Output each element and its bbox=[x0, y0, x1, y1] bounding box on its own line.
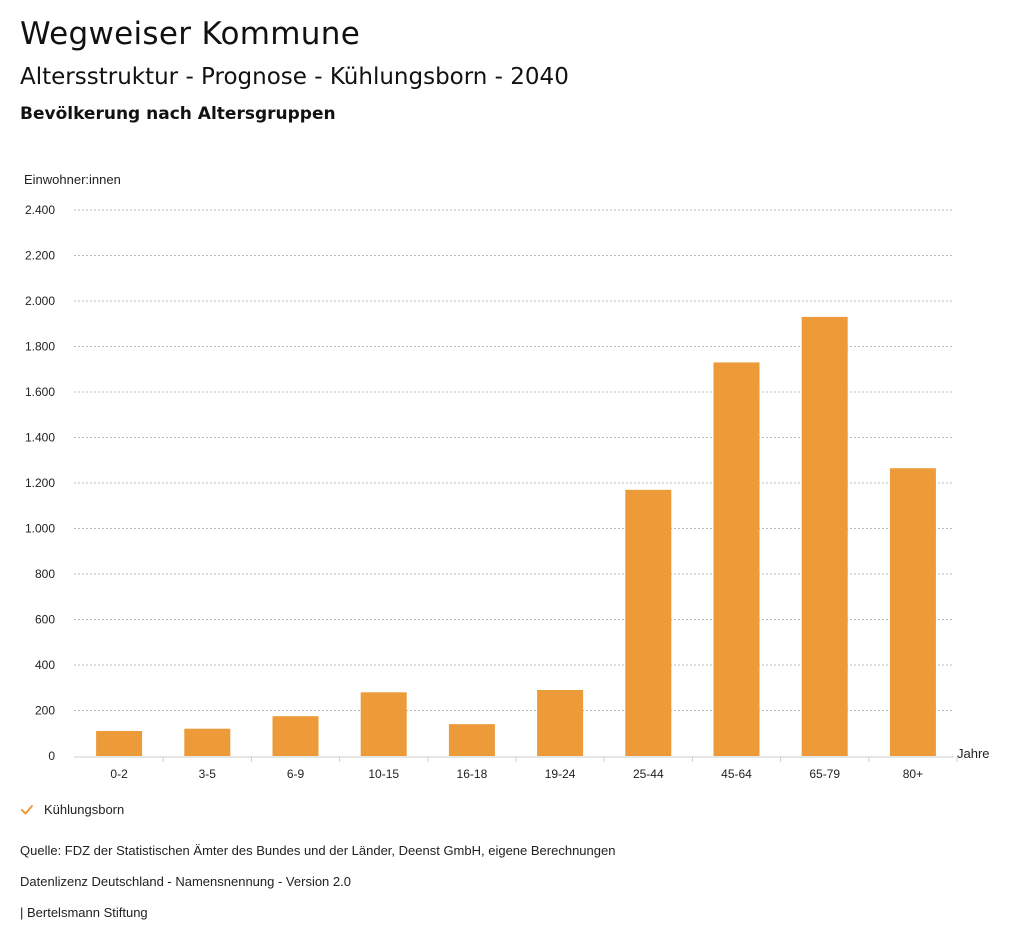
bar-16-18[interactable] bbox=[448, 724, 495, 756]
y-tick-label: 200 bbox=[35, 704, 55, 718]
y-tick-label: 2.400 bbox=[25, 203, 55, 217]
chart-section-title: Bevölkerung nach Altersgruppen bbox=[20, 104, 336, 124]
y-tick-label: 1.600 bbox=[25, 385, 55, 399]
x-tick-label: 65-79 bbox=[809, 767, 840, 781]
x-tick-label: 45-64 bbox=[721, 767, 752, 781]
y-tick-label: 600 bbox=[35, 613, 55, 627]
legend-label: Kühlungsborn bbox=[44, 802, 125, 817]
bar-0-2[interactable] bbox=[96, 730, 143, 756]
x-tick-label: 0-2 bbox=[110, 767, 128, 781]
publisher-note: | Bertelsmann Stiftung bbox=[20, 905, 148, 920]
x-tick-label: 19-24 bbox=[545, 767, 576, 781]
y-tick-label: 1.400 bbox=[25, 431, 55, 445]
bar-6-9[interactable] bbox=[272, 716, 319, 756]
bar-19-24[interactable] bbox=[537, 690, 584, 756]
chart-subtitle: Altersstruktur - Prognose - Kühlungsborn… bbox=[20, 64, 569, 90]
y-tick-label: 2.000 bbox=[25, 294, 55, 308]
bar-80+[interactable] bbox=[889, 468, 936, 756]
y-tick-label: 2.200 bbox=[25, 249, 55, 263]
page-title: Wegweiser Kommune bbox=[20, 16, 361, 52]
x-tick-label: 10-15 bbox=[368, 767, 399, 781]
bar-3-5[interactable] bbox=[184, 728, 231, 756]
license-note: Datenlizenz Deutschland - Namensnennung … bbox=[20, 874, 351, 889]
bar-chart: Einwohner:innen 0 200 400 600 800 1.000 1.200 1.… bbox=[24, 172, 990, 781]
legend-item-kuehlungsborn[interactable]: Kühlungsborn bbox=[20, 802, 124, 817]
source-note: Quelle: FDZ der Statistischen Ämter des … bbox=[20, 843, 616, 858]
bar-25-44[interactable] bbox=[625, 489, 672, 756]
x-tick-label: 6-9 bbox=[287, 767, 305, 781]
x-tick-label: 3-5 bbox=[199, 767, 217, 781]
y-tick-label: 400 bbox=[35, 658, 55, 672]
x-tick-label: 80+ bbox=[903, 767, 923, 781]
y-tick-label: 1.000 bbox=[25, 522, 55, 536]
axes bbox=[74, 756, 958, 762]
bar-10-15[interactable] bbox=[360, 692, 407, 756]
x-tick-label: 25-44 bbox=[633, 767, 664, 781]
bar-45-64[interactable] bbox=[713, 362, 760, 756]
x-axis-title: Jahre bbox=[957, 746, 990, 761]
y-tick-label: 800 bbox=[35, 567, 55, 581]
y-tick-label: 1.800 bbox=[25, 340, 55, 354]
y-tick-label: 0 bbox=[48, 749, 55, 763]
bars bbox=[96, 316, 936, 756]
tick-labels: Einwohner:innen 0 200 400 600 800 1.000 1.200 1.… bbox=[24, 172, 990, 781]
x-tick-label: 16-18 bbox=[457, 767, 488, 781]
y-axis-title: Einwohner:innen bbox=[24, 172, 121, 187]
y-tick-label: 1.200 bbox=[25, 476, 55, 490]
bar-65-79[interactable] bbox=[801, 316, 848, 756]
check-icon bbox=[21, 804, 33, 814]
